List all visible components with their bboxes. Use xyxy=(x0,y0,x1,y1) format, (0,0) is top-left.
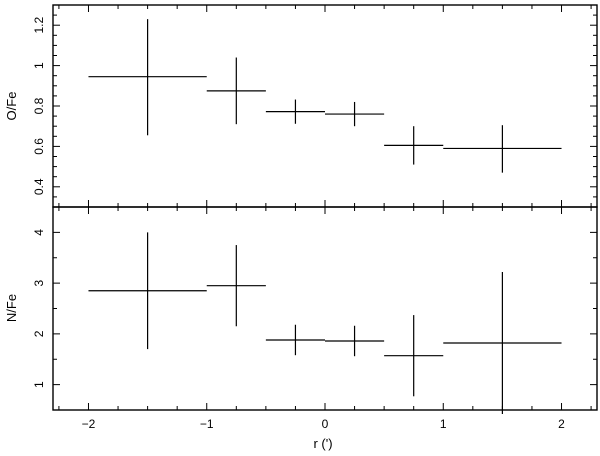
data-point xyxy=(206,57,266,125)
plot-frame xyxy=(52,4,598,208)
panel-o-fe: 0.4 0.6 0.8 1 1.2 xyxy=(32,4,598,208)
data-point xyxy=(384,126,444,165)
y-tick-label: 0.6 xyxy=(32,138,46,155)
y-tick-label: 1 xyxy=(32,62,46,69)
data-point xyxy=(88,19,207,136)
y-tick-label: 1 xyxy=(32,381,46,388)
y-tick-label: 4 xyxy=(32,229,46,236)
x-tick-label: 0 xyxy=(322,417,329,431)
y-tick-label: 1.2 xyxy=(32,17,46,34)
data-point xyxy=(265,324,325,356)
data-point xyxy=(206,245,266,327)
data-point xyxy=(88,232,207,350)
x-tick-label: −2 xyxy=(82,417,96,431)
data-point xyxy=(384,315,444,397)
x-tick-label: 2 xyxy=(558,417,565,431)
y-axis-label-n-fe: N/Fe xyxy=(4,294,19,322)
panel-n-fe: −2 −1 0 1 2 1 2 3 4 xyxy=(32,206,598,431)
y-tick-label: 0.4 xyxy=(32,178,46,195)
data-point xyxy=(325,101,385,127)
data-point xyxy=(443,125,562,173)
plot-frame xyxy=(52,206,598,411)
data-point xyxy=(325,325,385,357)
y-tick-label: 3 xyxy=(32,279,46,286)
data-point xyxy=(443,271,562,415)
x-axis-label: r (') xyxy=(313,436,332,451)
y-tick-label: 0.8 xyxy=(32,97,46,114)
y-tick-label: 2 xyxy=(32,330,46,337)
x-tick-label: −1 xyxy=(200,417,214,431)
data-point xyxy=(265,99,325,124)
x-tick-label: 1 xyxy=(440,417,447,431)
y-axis-label-o-fe: O/Fe xyxy=(4,92,19,121)
